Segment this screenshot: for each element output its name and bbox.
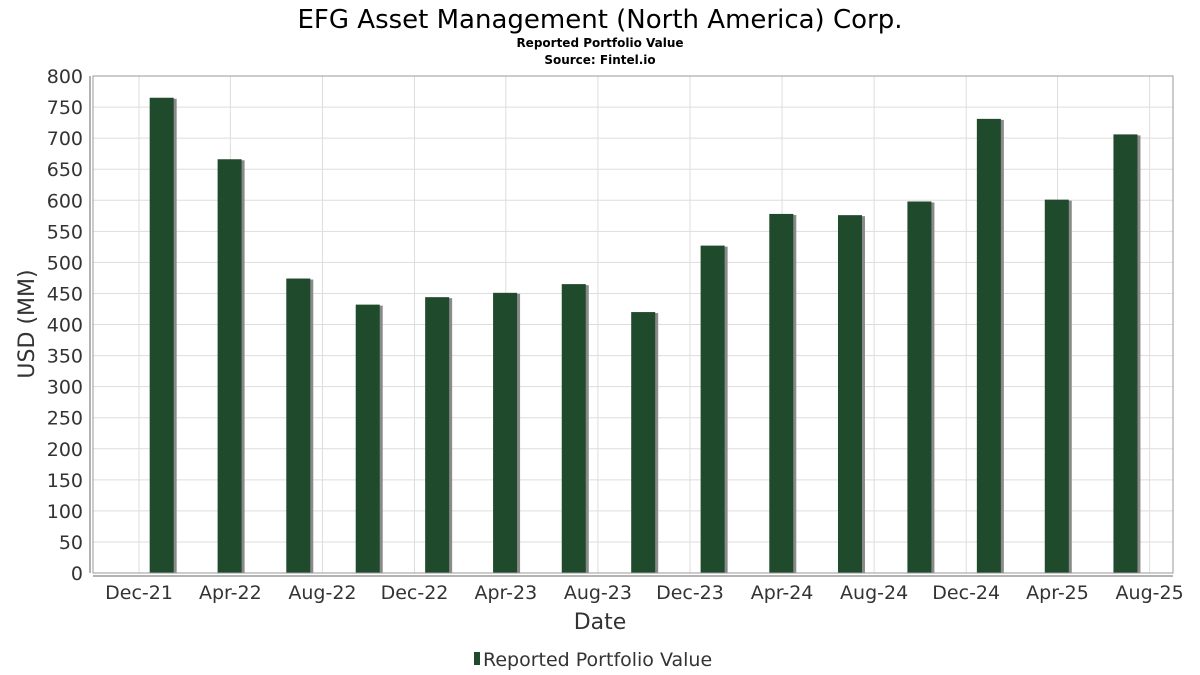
bar — [217, 159, 242, 573]
bar — [769, 213, 794, 574]
y-tick-label: 700 — [47, 128, 83, 150]
x-tick-label: Apr-25 — [1026, 582, 1089, 604]
y-tick-label: 300 — [47, 377, 83, 399]
x-tick-label: Aug-23 — [564, 582, 632, 604]
bar — [631, 312, 656, 573]
x-tick-label: Dec-23 — [656, 582, 724, 604]
x-tick-label: Dec-21 — [105, 582, 173, 604]
x-tick-label: Apr-22 — [199, 582, 262, 604]
bars-group — [149, 97, 1141, 574]
x-tick-label: Aug-22 — [288, 582, 356, 604]
legend-label: Reported Portfolio Value — [483, 649, 712, 671]
plot-border — [92, 75, 1174, 574]
y-tick-label: 250 — [47, 408, 83, 430]
y-tick-label: 650 — [47, 159, 83, 181]
y-tick-label: 600 — [47, 190, 83, 212]
x-tick-label: Dec-24 — [932, 582, 1000, 604]
bar — [355, 304, 380, 573]
y-tick-label: 450 — [47, 283, 83, 305]
y-tick-labels: 0 50 100 150 200 250 300 350 400 450 500 550 600 650 7… — [47, 66, 83, 585]
y-tick-label: 100 — [47, 501, 83, 523]
x-tick-label: Aug-24 — [840, 582, 908, 604]
y-tick-label: 50 — [59, 532, 83, 554]
x-tick-label: Aug-25 — [1116, 582, 1184, 604]
y-tick-label: 800 — [47, 66, 83, 88]
legend-swatch — [474, 652, 480, 665]
x-tick-label: Apr-23 — [474, 582, 537, 604]
y-tick-label: 350 — [47, 346, 83, 368]
bar — [561, 284, 586, 573]
bar — [837, 215, 862, 573]
x-tick-labels: Dec-21 Apr-22 Aug-22 Dec-22 Apr-23 Aug-23 Dec-… — [105, 582, 1184, 604]
y-axis-label: USD (MM) — [15, 269, 40, 378]
bar — [425, 297, 450, 573]
y-tick-label: 550 — [47, 221, 83, 243]
bar — [286, 278, 311, 573]
bar — [976, 118, 1001, 574]
y-tick-label: 750 — [47, 97, 83, 119]
chart-title: EFG Asset Management (North America) Cor… — [298, 5, 903, 35]
bar — [1113, 134, 1138, 573]
legend: Reported Portfolio Value — [474, 649, 712, 671]
x-axis-label: Date — [574, 610, 627, 635]
y-tick-label: 400 — [47, 315, 83, 337]
x-tick-label: Apr-24 — [751, 582, 814, 604]
x-tick-label: Dec-22 — [381, 582, 449, 604]
bar — [493, 292, 518, 573]
chart-source: Source: Fintel.io — [544, 53, 655, 67]
bar — [149, 97, 174, 574]
bar — [907, 201, 932, 573]
chart-subtitle: Reported Portfolio Value — [516, 36, 683, 50]
bar — [1044, 199, 1069, 573]
y-tick-label: 200 — [47, 439, 83, 461]
y-tick-label: 500 — [47, 252, 83, 274]
y-tick-label: 0 — [71, 563, 83, 585]
y-tick-label: 150 — [47, 470, 83, 492]
bar — [700, 245, 725, 573]
